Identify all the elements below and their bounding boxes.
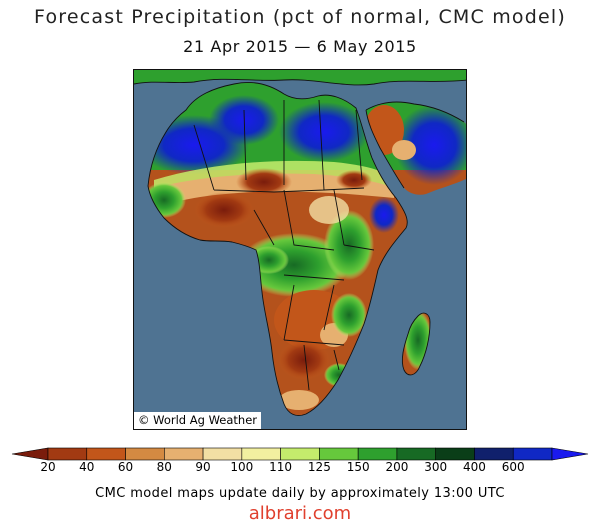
legend-tick-label: 110 [269, 460, 293, 474]
legend-swatch [47, 447, 88, 461]
update-note: CMC model maps update daily by approxima… [95, 486, 505, 501]
legend-tick-label: 20 [40, 460, 56, 474]
legend-tick-label: 150 [346, 460, 370, 474]
map-title: Forecast Precipitation (pct of normal, C… [34, 6, 566, 28]
legend-swatch [125, 447, 165, 461]
legend-arrow-high [551, 447, 589, 461]
legend-swatch [512, 447, 553, 461]
legend-tick-label: 80 [156, 460, 172, 474]
watermark: albrari.com [248, 503, 352, 524]
map-subtitle: 21 Apr 2015 — 6 May 2015 [183, 37, 417, 56]
legend-swatch [319, 447, 359, 461]
country-borders [134, 78, 466, 416]
legend-swatch [202, 447, 243, 461]
legend-tick-label: 600 [501, 460, 525, 474]
legend-tick-label: 125 [307, 460, 331, 474]
legend-tick-label: 400 [463, 460, 486, 474]
legend-tick-label: 60 [117, 460, 134, 474]
legend-tick-label: 40 [79, 460, 95, 474]
legend-swatch [357, 447, 398, 461]
legend-tick-label: 200 [385, 460, 409, 474]
legend-colorbar [11, 447, 589, 461]
legend-arrow-low [11, 447, 49, 461]
legend-swatch [241, 447, 281, 461]
precipitation-map [133, 69, 467, 430]
legend-swatch [86, 447, 126, 461]
precipitation-field [134, 70, 466, 416]
legend-swatch [280, 447, 320, 461]
legend-tick-label: 100 [230, 460, 254, 474]
legend-swatch [474, 447, 514, 461]
legend-swatch [396, 447, 436, 461]
copyright-label: © World Ag Weather [134, 412, 262, 429]
legend-swatch [164, 447, 204, 461]
legend-tick-label: 300 [424, 460, 448, 474]
legend-tick-label: 90 [195, 460, 211, 474]
legend-swatch [435, 447, 475, 461]
